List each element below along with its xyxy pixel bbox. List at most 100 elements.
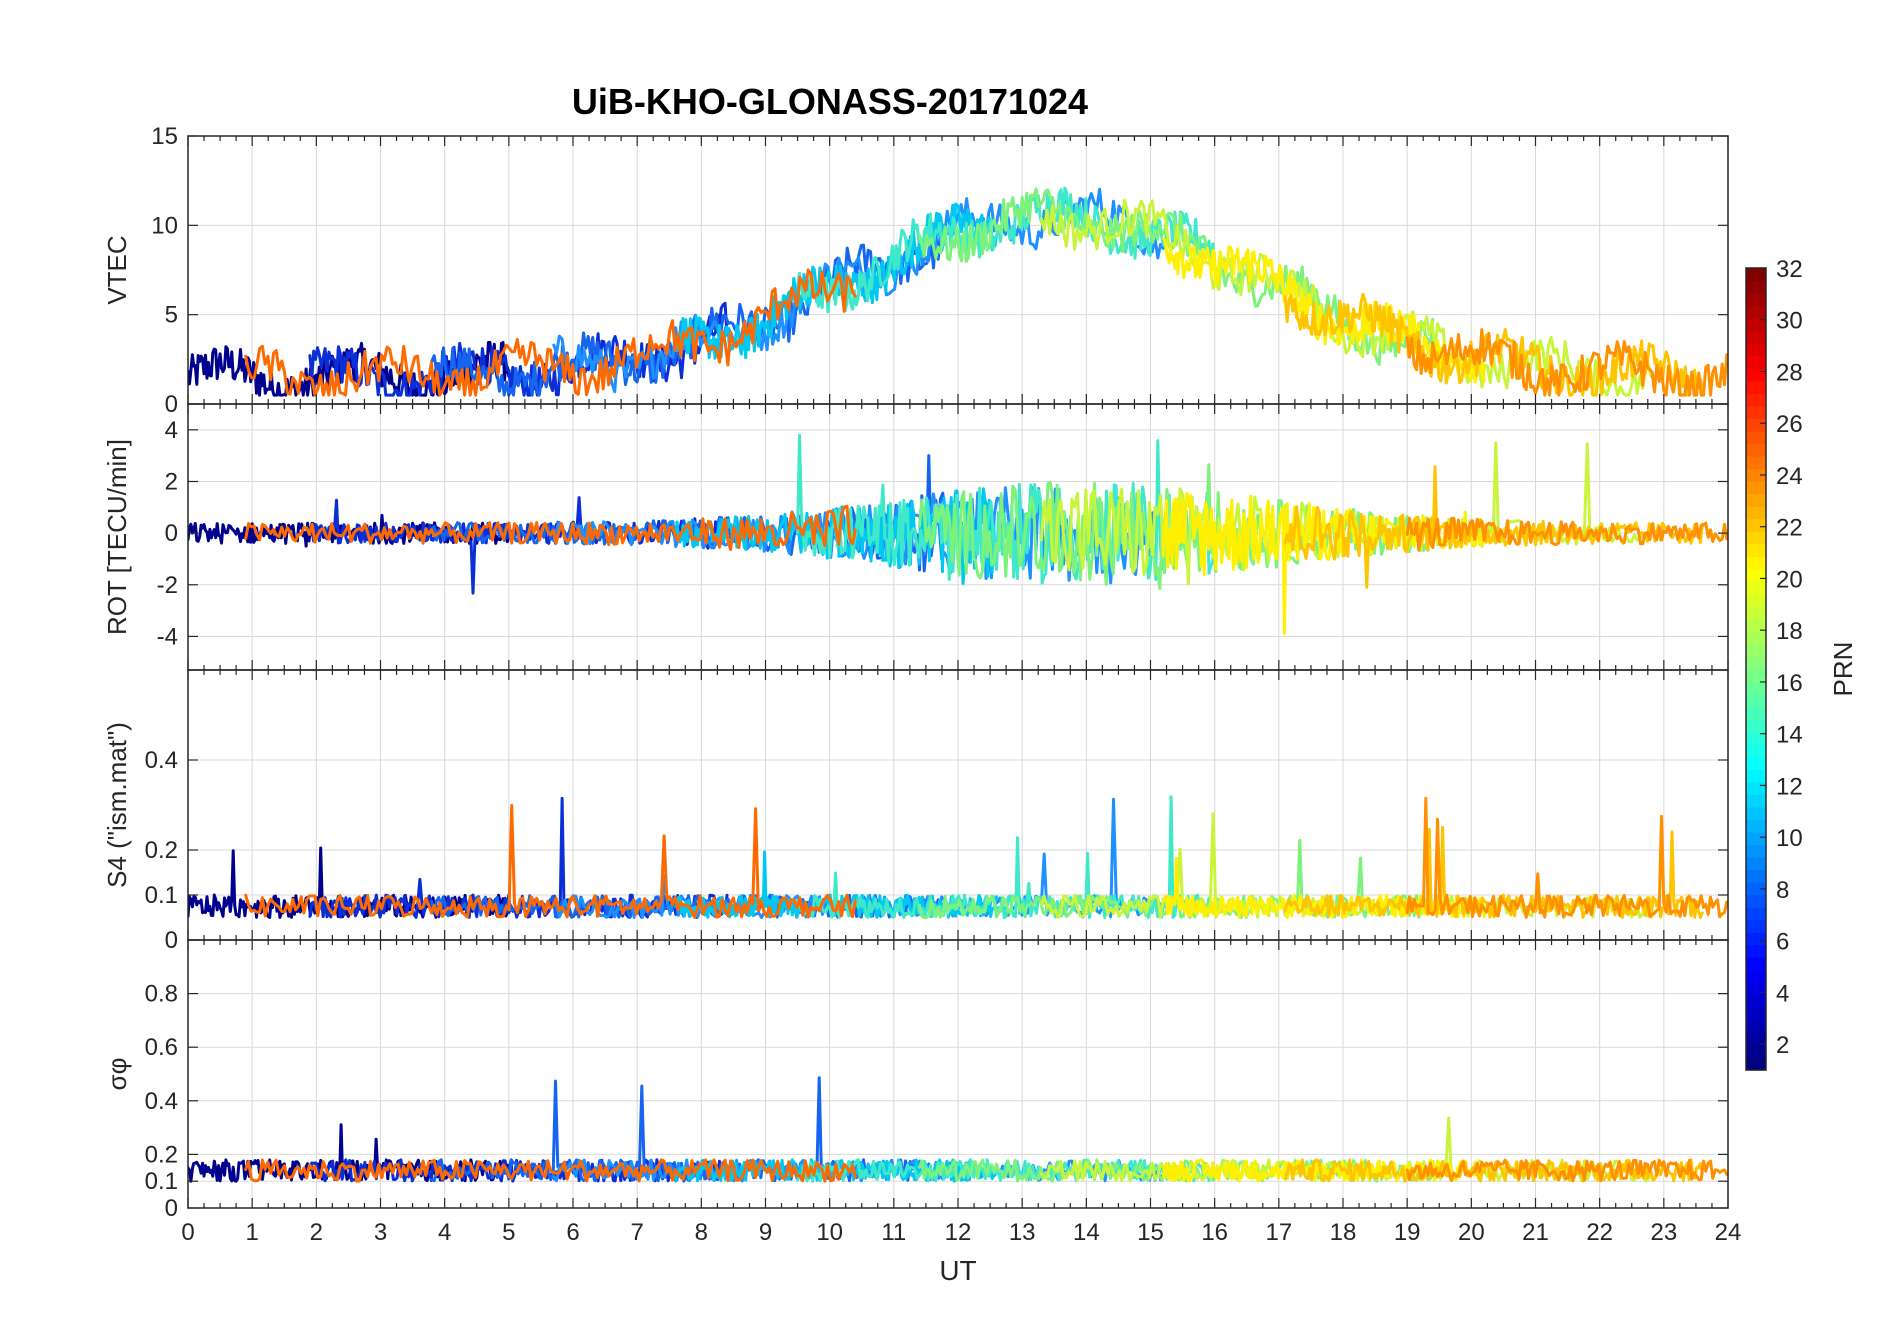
colorbar-segment <box>1746 293 1766 307</box>
panel-2: -4 -2 0 2 4 ROT [TECU/min] <box>102 403 1729 671</box>
x-tick-label: 15 <box>1137 1219 1164 1246</box>
colorbar-segment <box>1746 831 1766 846</box>
colorbar-segment <box>1746 518 1766 532</box>
series-line <box>918 187 1435 366</box>
colorbar-segment <box>1746 932 1766 946</box>
colorbar-segment <box>1746 280 1766 294</box>
colorbar-segment <box>1746 681 1766 695</box>
colorbar-segment <box>1746 1019 1766 1034</box>
x-tick-label: 13 <box>1009 1219 1036 1246</box>
colorbar-segment <box>1746 380 1766 394</box>
colorbar-segment <box>1746 606 1766 620</box>
x-tick-label: 7 <box>630 1219 643 1246</box>
y-tick-label: 15 <box>151 123 178 150</box>
colorbar-tick-label: 18 <box>1776 618 1803 645</box>
y-tick-label: 0 <box>165 927 178 954</box>
x-tick-label: 6 <box>566 1219 579 1246</box>
y-axis-label: VTEC <box>102 235 132 304</box>
colorbar-segment <box>1746 719 1766 733</box>
colorbar-segment <box>1746 894 1766 908</box>
x-tick-label: 5 <box>502 1219 515 1246</box>
colorbar-segment <box>1746 393 1766 407</box>
colorbar-segment <box>1746 706 1766 720</box>
colorbar-segment <box>1746 819 1766 833</box>
x-tick-label: 0 <box>181 1219 194 1246</box>
colorbar-segment <box>1746 781 1766 795</box>
colorbar-tick-label: 30 <box>1776 308 1803 335</box>
y-axis-label: S4 ("ism.mat") <box>102 722 132 888</box>
x-tick-label: 2 <box>310 1219 323 1246</box>
colorbar-segment <box>1746 493 1766 507</box>
colorbar-label: PRN <box>1828 642 1858 697</box>
series-line <box>244 1158 857 1183</box>
colorbar-tick-label: 32 <box>1776 256 1803 283</box>
colorbar-segment <box>1746 468 1766 482</box>
colorbar-segment <box>1746 744 1766 758</box>
colorbar-segment <box>1746 631 1766 645</box>
series-line <box>188 846 511 919</box>
x-tick-label: 8 <box>695 1219 708 1246</box>
x-tick-label: 10 <box>816 1219 843 1246</box>
colorbar-tick-label: 16 <box>1776 670 1803 697</box>
colorbar-segment <box>1746 543 1766 557</box>
colorbar-segment <box>1746 481 1766 495</box>
colorbar-segment <box>1746 694 1766 708</box>
colorbar-segment <box>1746 1057 1766 1071</box>
series-line <box>244 268 857 397</box>
series-line <box>1039 198 1653 397</box>
y-tick-label: 0.8 <box>145 981 178 1008</box>
colorbar-tick-label: 26 <box>1776 411 1803 438</box>
colorbar-segment <box>1746 581 1766 595</box>
y-tick-label: 0.1 <box>145 882 178 909</box>
colorbar-segment <box>1746 919 1766 933</box>
series-line <box>796 1158 1217 1183</box>
colorbar-tick-label: 14 <box>1776 722 1803 749</box>
colorbar-segment <box>1746 944 1766 958</box>
colorbar-segment <box>1746 907 1766 921</box>
x-tick-label: 24 <box>1715 1219 1742 1246</box>
y-tick-label: 0.4 <box>145 747 178 774</box>
colorbar-segment <box>1746 443 1766 457</box>
colorbar-segment <box>1746 994 1766 1008</box>
x-tick-label: 16 <box>1201 1219 1228 1246</box>
colorbar-segment <box>1746 343 1766 357</box>
colorbar-segment <box>1746 618 1766 633</box>
x-tick-label: 9 <box>759 1219 772 1246</box>
colorbar-segment <box>1746 856 1766 871</box>
series-line <box>1283 465 1704 589</box>
colorbar-segment <box>1746 305 1766 319</box>
colorbar-segment <box>1746 506 1766 520</box>
colorbar-tick-label: 24 <box>1776 463 1803 490</box>
y-tick-label: 0.4 <box>145 1088 178 1115</box>
colorbar-segment <box>1746 731 1766 745</box>
x-tick-label: 20 <box>1458 1219 1485 1246</box>
colorbar-segment <box>1746 957 1766 971</box>
colorbar-segment <box>1746 969 1766 983</box>
colorbar-segment <box>1746 355 1766 369</box>
y-tick-label: 4 <box>165 417 178 444</box>
x-axis-label: UT <box>939 1255 976 1286</box>
series-group <box>188 795 1728 919</box>
series-line <box>308 496 729 595</box>
colorbar-segment <box>1746 882 1766 896</box>
colorbar-box <box>1745 267 1767 1071</box>
colorbar-segment <box>1746 1007 1766 1021</box>
colorbar-segment <box>1746 418 1766 432</box>
series-group <box>188 186 1728 397</box>
colorbar-tick-label: 2 <box>1776 1032 1789 1059</box>
series-group <box>188 1076 1728 1183</box>
y-tick-label: 0.1 <box>145 1168 178 1195</box>
y-tick-label: 0 <box>165 391 178 418</box>
y-tick-label: -4 <box>157 623 178 650</box>
series-line <box>1405 1158 1728 1183</box>
colorbar-segment <box>1746 1032 1766 1046</box>
colorbar-segment <box>1746 669 1766 683</box>
x-tick-label: 23 <box>1650 1219 1677 1246</box>
colorbar-tick-label: 22 <box>1776 515 1803 542</box>
y-tick-label: 0.2 <box>145 1141 178 1168</box>
colorbar-segment <box>1746 368 1766 382</box>
y-tick-label: 0.2 <box>145 837 178 864</box>
colorbar-segment <box>1746 794 1766 808</box>
